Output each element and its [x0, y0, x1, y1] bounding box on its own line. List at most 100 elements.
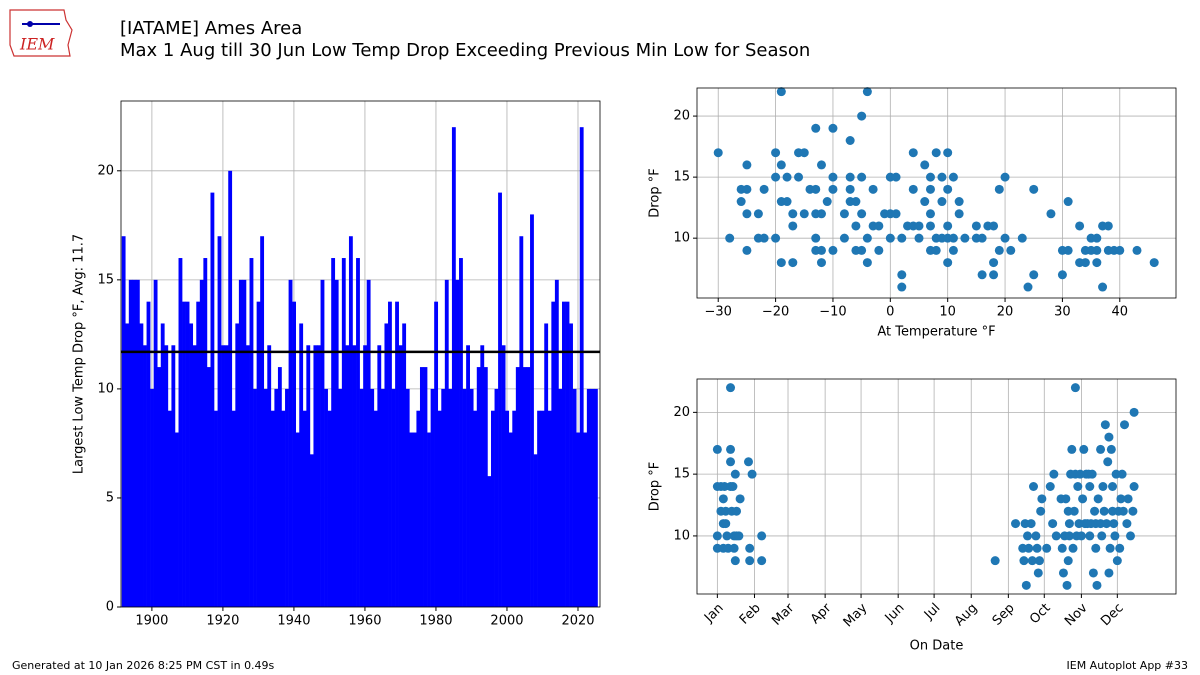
- bar: [285, 388, 289, 607]
- point: [1098, 482, 1108, 491]
- point: [1109, 519, 1119, 529]
- bar: [171, 345, 176, 607]
- point: [908, 148, 918, 158]
- point: [1057, 543, 1067, 553]
- y-tick-label: 0: [106, 600, 114, 615]
- bar: [576, 432, 581, 607]
- plot-frame: [696, 87, 1177, 299]
- point: [782, 172, 792, 182]
- x-tick-label: −10: [819, 305, 846, 320]
- bar: [572, 388, 577, 607]
- bar: [327, 410, 332, 607]
- point: [1057, 270, 1067, 280]
- x-tick-label: 20: [997, 305, 1014, 320]
- point: [1096, 444, 1106, 454]
- bar: [260, 236, 265, 608]
- bar: [569, 323, 573, 607]
- point: [788, 258, 798, 268]
- point: [857, 209, 867, 219]
- bar: [469, 388, 474, 607]
- point: [1029, 184, 1039, 194]
- bar: [583, 432, 588, 607]
- point: [948, 233, 958, 243]
- point: [1027, 556, 1037, 566]
- point: [1064, 519, 1074, 529]
- bar: [348, 236, 353, 608]
- bar: [249, 258, 254, 607]
- point: [1112, 556, 1122, 566]
- bar: [135, 279, 140, 607]
- point: [1028, 482, 1038, 491]
- point: [845, 136, 855, 145]
- x-tick-label: 2020: [561, 614, 594, 629]
- bar: [416, 410, 421, 607]
- bar: [277, 367, 282, 607]
- x-tick-label: Mar: [769, 600, 797, 628]
- point: [734, 531, 744, 541]
- point: [920, 197, 930, 207]
- bar: [395, 301, 399, 607]
- point: [931, 148, 941, 158]
- bar: [544, 323, 549, 607]
- point: [718, 494, 728, 504]
- bar: [356, 258, 360, 607]
- bar: [288, 279, 293, 607]
- x-tick-label: Aug: [952, 601, 981, 630]
- point: [925, 221, 935, 231]
- point: [885, 233, 895, 243]
- point: [730, 556, 740, 566]
- point: [1032, 543, 1042, 553]
- bar: [466, 345, 470, 607]
- point: [1087, 469, 1097, 479]
- point: [742, 245, 752, 255]
- point: [1092, 258, 1102, 268]
- point: [828, 245, 838, 255]
- y-axis-label: Largest Low Temp Drop °F, Avg: 11.7: [72, 234, 87, 474]
- point: [1086, 245, 1096, 255]
- point: [1092, 233, 1102, 243]
- chart: 1900 1920 1940 1960 1980 2000 2020 0 5 10 15 20 Larg…: [72, 100, 601, 629]
- point: [943, 184, 953, 194]
- x-tick-label: Feb: [737, 601, 764, 628]
- bar: [373, 410, 378, 607]
- bar: [182, 301, 186, 607]
- point: [1085, 531, 1095, 541]
- bar: [174, 432, 179, 607]
- point: [726, 457, 736, 467]
- point: [1058, 568, 1068, 578]
- point: [989, 270, 999, 280]
- point: [799, 148, 809, 158]
- point: [736, 197, 746, 207]
- point: [1037, 494, 1047, 504]
- point: [1069, 506, 1079, 516]
- bar: [363, 345, 368, 607]
- bar: [238, 279, 243, 607]
- bar: [228, 170, 233, 608]
- point: [776, 160, 786, 170]
- point: [1000, 172, 1010, 182]
- point: [1103, 221, 1113, 231]
- point: [908, 184, 918, 194]
- x-tick-label: −20: [762, 305, 789, 320]
- point: [1098, 282, 1108, 292]
- bar: [143, 345, 147, 607]
- bar: [593, 388, 598, 607]
- plot-frame: [120, 100, 601, 608]
- point: [822, 197, 832, 207]
- point: [1116, 494, 1126, 504]
- y-tick-label: 15: [97, 272, 114, 287]
- bar: [554, 279, 559, 607]
- point: [771, 233, 781, 243]
- bar: [533, 454, 538, 607]
- bar: [125, 323, 130, 607]
- point: [794, 172, 804, 182]
- x-tick-label: 1900: [135, 614, 168, 629]
- point: [1090, 506, 1100, 516]
- point: [948, 172, 958, 182]
- point: [776, 87, 786, 97]
- point: [891, 209, 901, 219]
- point: [1079, 444, 1089, 454]
- bar: [562, 301, 566, 607]
- point: [897, 282, 907, 292]
